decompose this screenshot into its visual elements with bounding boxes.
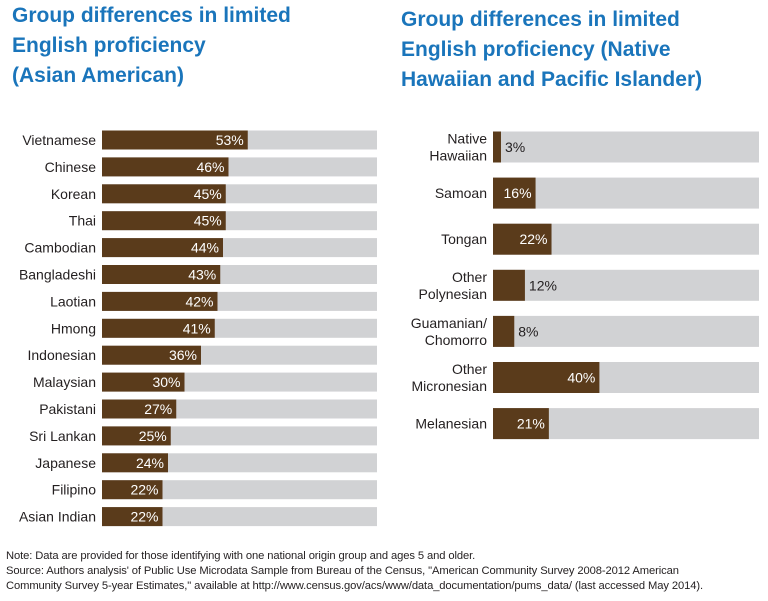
bar-track-other-polynesian bbox=[493, 269, 759, 301]
category-label-other-micronesian: Other Micronesian bbox=[412, 361, 488, 394]
value-label-sri-lankan: 25% bbox=[139, 428, 167, 444]
value-label-asian-indian: 22% bbox=[130, 509, 158, 525]
category-label-japanese: Japanese bbox=[35, 455, 96, 471]
value-label-indonesian: 36% bbox=[169, 347, 197, 363]
bar-indonesian bbox=[102, 345, 201, 365]
bar-track-filipino bbox=[102, 480, 377, 500]
bar-other-polynesian bbox=[493, 269, 525, 301]
value-label-bangladeshi: 43% bbox=[188, 267, 216, 283]
value-label-laotian: 42% bbox=[185, 293, 213, 309]
bar-malaysian bbox=[102, 372, 185, 392]
bar-sri-lankan bbox=[102, 426, 171, 446]
category-label-hmong: Hmong bbox=[51, 320, 96, 336]
value-label-guamanian-chomorro: 8% bbox=[518, 323, 538, 339]
bar-bangladeshi bbox=[102, 265, 221, 284]
category-label-laotian: Laotian bbox=[50, 293, 96, 309]
value-label-japanese: 24% bbox=[136, 455, 164, 471]
category-label-native-hawaiian: Native Hawaiian bbox=[429, 131, 487, 164]
value-label-hmong: 41% bbox=[183, 320, 211, 336]
bar-native-hawaiian bbox=[493, 131, 501, 163]
bar-laotian bbox=[102, 291, 218, 311]
bar-chinese bbox=[102, 157, 229, 177]
chart-title-nhpi: Group differences in limited English pro… bbox=[401, 8, 703, 91]
bar-track-guamanian-chomorro bbox=[493, 315, 759, 347]
category-label-pakistani: Pakistani bbox=[39, 401, 96, 417]
bar-hmong bbox=[102, 318, 215, 338]
category-label-other-polynesian: Other Polynesian bbox=[419, 269, 488, 302]
value-label-malaysian: 30% bbox=[152, 374, 180, 390]
bar-track-samoan bbox=[493, 177, 759, 209]
value-label-thai: 45% bbox=[194, 213, 222, 229]
category-label-bangladeshi: Bangladeshi bbox=[19, 267, 96, 283]
value-label-filipino: 22% bbox=[130, 482, 158, 498]
bar-filipino bbox=[102, 480, 163, 500]
category-label-asian-indian: Asian Indian bbox=[19, 509, 96, 525]
bar-thai bbox=[102, 211, 226, 231]
footer-source-line-1: Source: Authors analysis' of Public Use … bbox=[6, 565, 679, 578]
value-label-other-micronesian: 40% bbox=[567, 370, 595, 386]
category-label-chinese: Chinese bbox=[45, 159, 97, 175]
value-label-melanesian: 21% bbox=[517, 416, 545, 432]
category-label-cambodian: Cambodian bbox=[24, 240, 96, 256]
value-label-tongan: 22% bbox=[519, 231, 547, 247]
value-label-cambodian: 44% bbox=[191, 240, 219, 256]
bar-track-native-hawaiian bbox=[493, 131, 759, 163]
footer-notes: Note: Data are provided for those identi… bbox=[6, 549, 764, 595]
bar-tongan bbox=[493, 223, 552, 255]
bar-chart-asian-american: Vietnamese 53% Chinese 46% Korean 45% Thai 45% C… bbox=[19, 130, 377, 527]
bar-track-asian-indian bbox=[102, 507, 377, 527]
bar-guamanian-chomorro bbox=[493, 315, 515, 347]
bar-melanesian bbox=[493, 408, 549, 440]
category-label-indonesian: Indonesian bbox=[27, 347, 96, 363]
footer-source-line-2: Community Survey 5-year Estimates," avai… bbox=[6, 580, 703, 593]
category-label-vietnamese: Vietnamese bbox=[22, 132, 96, 148]
bar-korean bbox=[102, 184, 226, 204]
value-label-chinese: 46% bbox=[196, 159, 224, 175]
category-label-filipino: Filipino bbox=[52, 482, 97, 498]
bar-cambodian bbox=[102, 238, 223, 258]
value-label-other-polynesian: 12% bbox=[529, 277, 557, 293]
category-label-guamanian-chomorro: Guamanian/Chomorro bbox=[411, 315, 487, 348]
value-label-pakistani: 27% bbox=[144, 401, 172, 417]
value-label-samoan: 16% bbox=[504, 185, 532, 201]
value-label-vietnamese: 53% bbox=[216, 132, 244, 148]
bar-vietnamese bbox=[102, 130, 248, 150]
bar-chart-nhpi: Native Hawaiian 3% Samoan 16% Tongan 22% Other P… bbox=[411, 131, 759, 440]
value-label-native-hawaiian: 3% bbox=[505, 139, 525, 155]
category-label-thai: Thai bbox=[69, 213, 96, 229]
bar-samoan bbox=[493, 177, 536, 209]
bar-pakistani bbox=[102, 399, 177, 419]
category-label-sri-lankan: Sri Lankan bbox=[29, 428, 96, 444]
chart-title-asian-american: Group differences in limited English pro… bbox=[12, 4, 291, 87]
category-label-tongan: Tongan bbox=[441, 231, 487, 247]
value-label-korean: 45% bbox=[194, 186, 222, 202]
bar-track-japanese bbox=[102, 453, 377, 473]
category-label-melanesian: Melanesian bbox=[415, 416, 487, 432]
bar-asian-indian bbox=[102, 507, 163, 527]
category-label-korean: Korean bbox=[51, 186, 96, 202]
bar-japanese bbox=[102, 453, 168, 473]
bar-other-micronesian bbox=[493, 362, 600, 393]
footer-note: Note: Data are provided for those identi… bbox=[6, 550, 476, 562]
category-label-samoan: Samoan bbox=[435, 185, 487, 201]
category-label-malaysian: Malaysian bbox=[33, 374, 96, 390]
